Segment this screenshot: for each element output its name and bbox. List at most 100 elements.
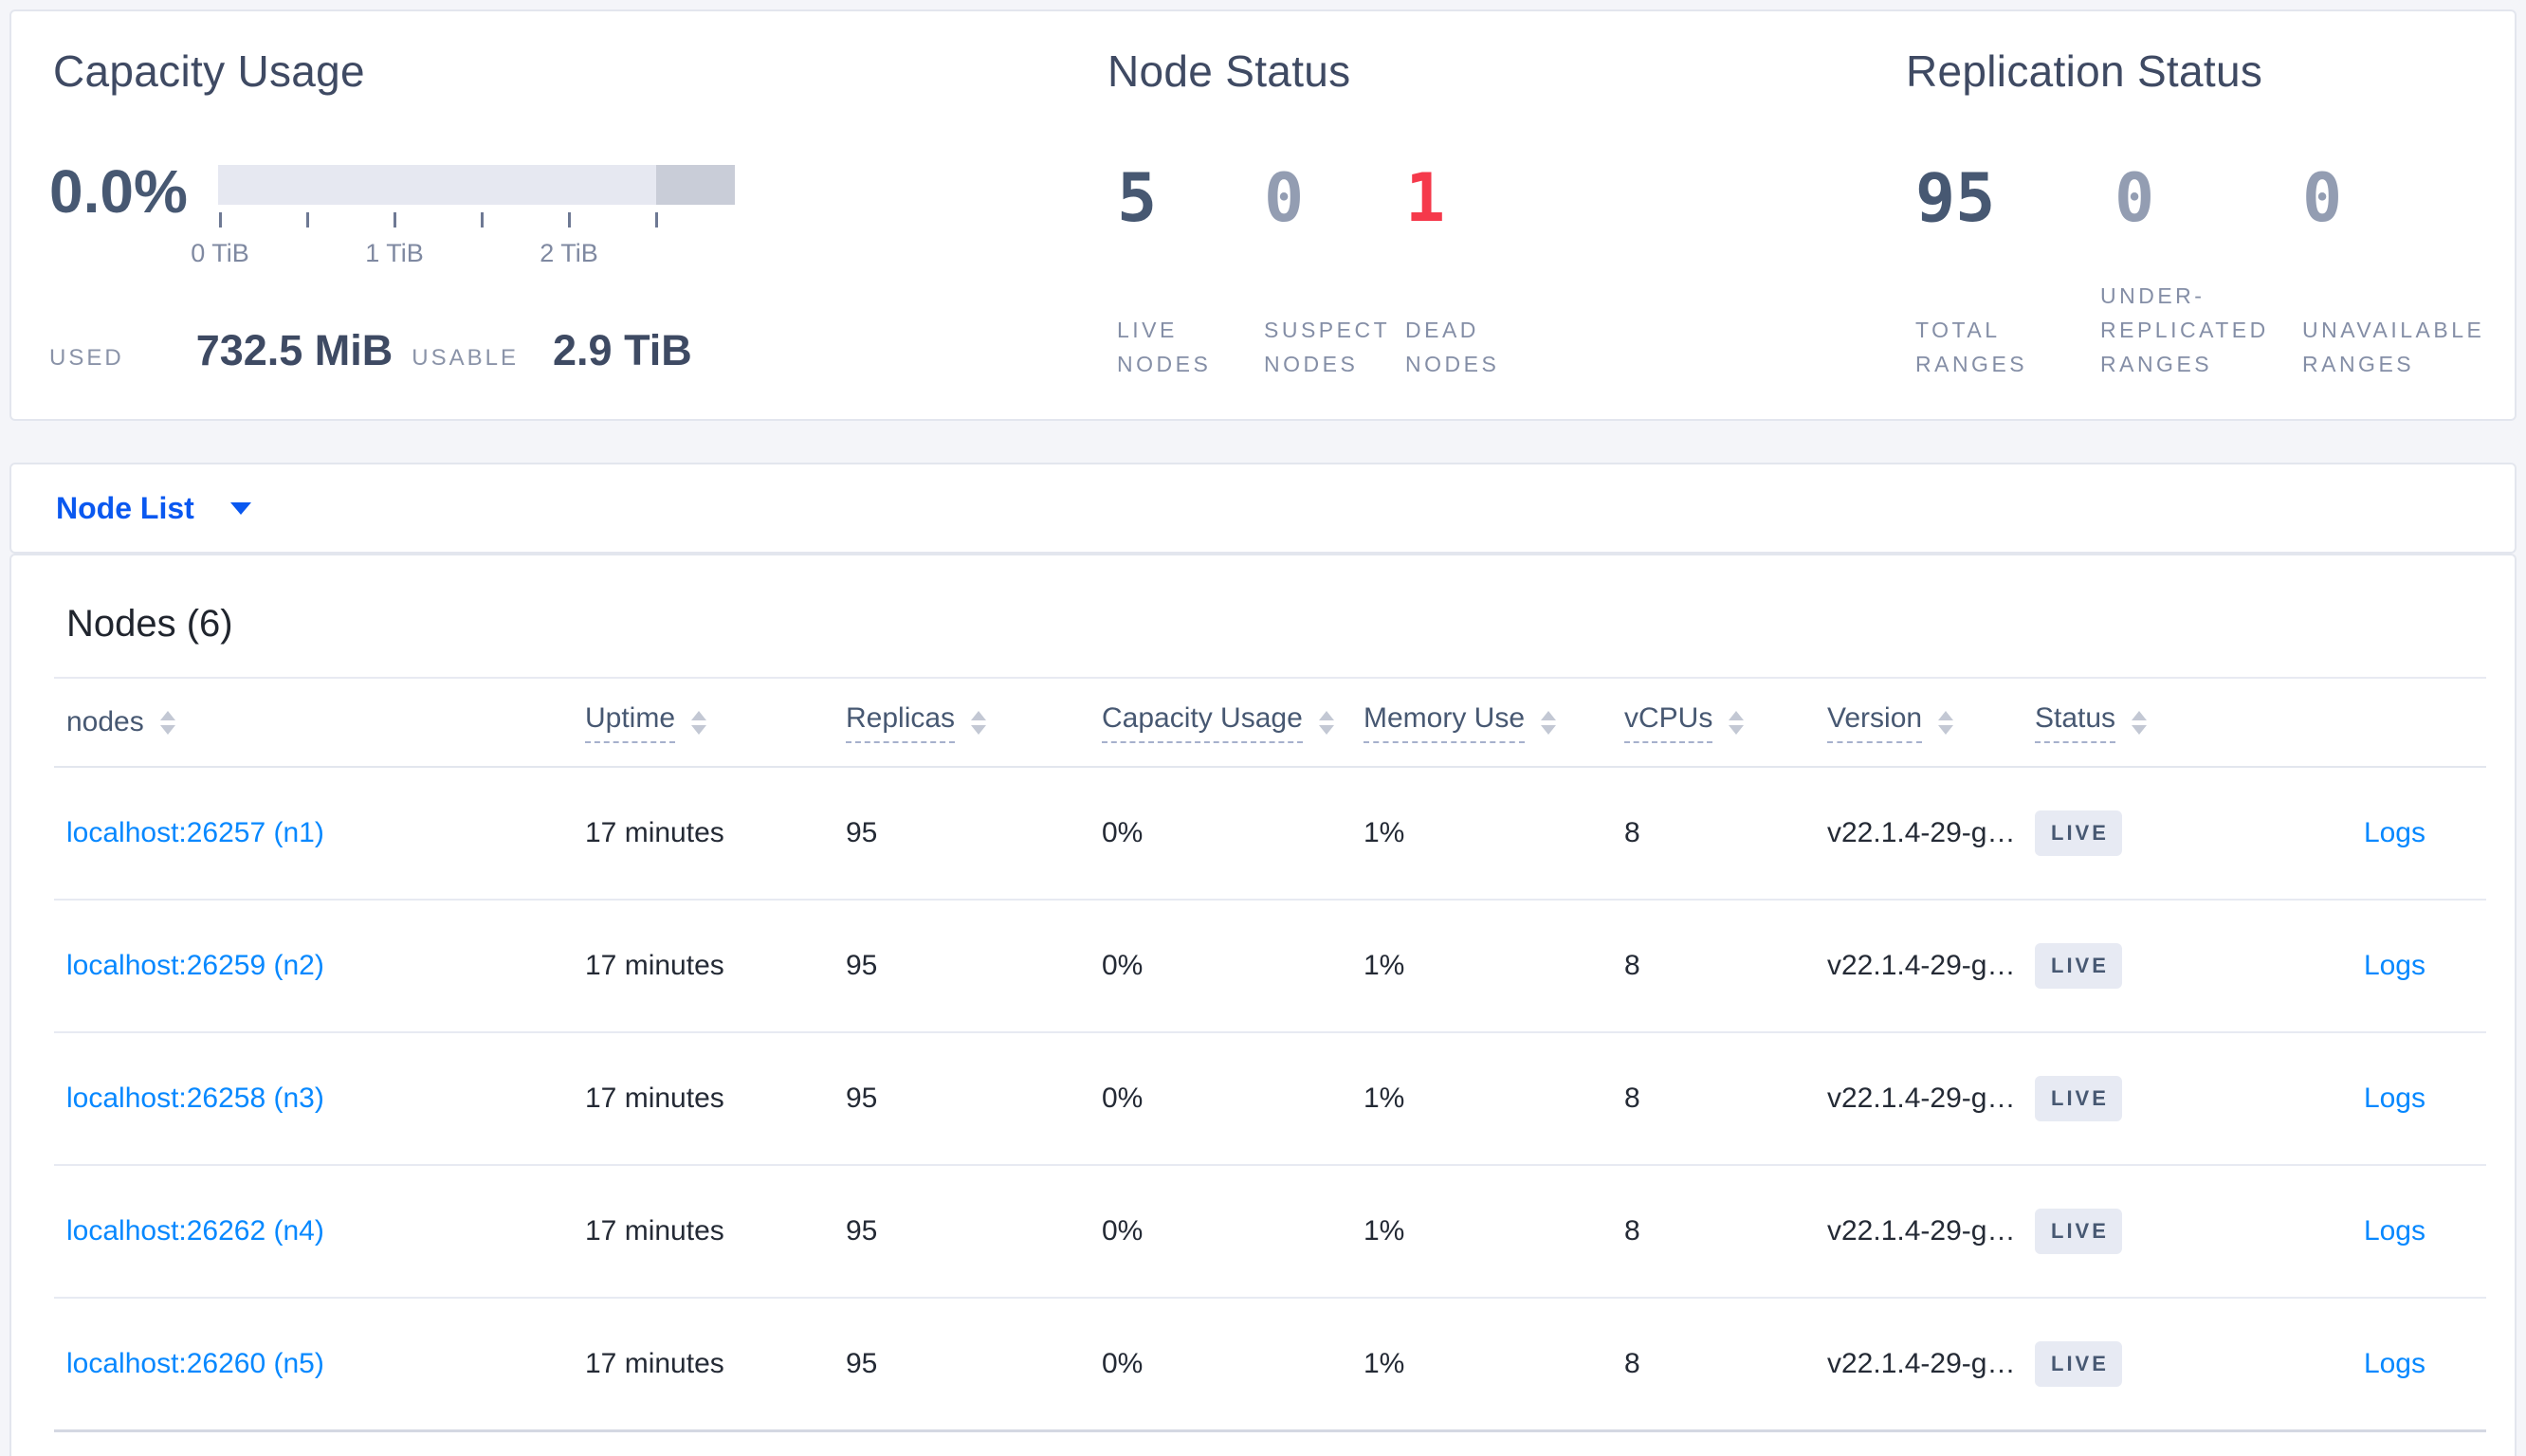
sort-icon bbox=[1318, 710, 1334, 735]
tick-label-0: 0 TiB bbox=[191, 239, 249, 267]
column-header-version[interactable]: Version bbox=[1827, 677, 2035, 768]
capacity-usage-title: Capacity Usage bbox=[53, 46, 365, 96]
node-link[interactable]: localhost:26257 (n1) bbox=[66, 817, 324, 848]
under-replicated-ranges-value: 0 bbox=[2114, 159, 2155, 237]
logs-link[interactable]: Logs bbox=[2363, 950, 2425, 981]
node-link[interactable]: localhost:26260 (n5) bbox=[66, 1348, 324, 1379]
node-list-dropdown[interactable]: Node List bbox=[56, 464, 251, 552]
cell-vcpus: 8 bbox=[1624, 1298, 1827, 1432]
capacity-bar-end-segment bbox=[656, 165, 735, 205]
table-row: localhost:26258 (n3) 17 minutes 95 0% 1%… bbox=[54, 1032, 2486, 1166]
table-row: localhost:26262 (n4) 17 minutes 95 0% 1%… bbox=[54, 1165, 2486, 1299]
column-header-memory-use[interactable]: Memory Use bbox=[1364, 677, 1624, 768]
usable-value: 2.9 TiB bbox=[553, 326, 692, 374]
cell-memory-use: 1% bbox=[1364, 900, 1624, 1033]
live-nodes-value: 5 bbox=[1117, 159, 1158, 237]
node-link[interactable]: localhost:26262 (n4) bbox=[66, 1215, 324, 1247]
cell-uptime: 17 minutes bbox=[585, 900, 846, 1033]
cell-version: v22.1.4-29-g… bbox=[1827, 1298, 2035, 1432]
node-link[interactable]: localhost:26258 (n3) bbox=[66, 1083, 324, 1114]
cluster-summary-card: Capacity Usage 0.0% 0 TiB 1 TiB 2 TiB US… bbox=[9, 9, 2517, 421]
cell-version: v22.1.4-29-g… bbox=[1827, 767, 2035, 901]
column-header-capacity-usage[interactable]: Capacity Usage bbox=[1102, 677, 1364, 768]
cell-capacity-usage: 0% bbox=[1102, 900, 1364, 1033]
logs-link[interactable]: Logs bbox=[2363, 817, 2425, 848]
node-status-title: Node Status bbox=[1107, 46, 1351, 96]
column-header-replicas[interactable]: Replicas bbox=[846, 677, 1102, 768]
column-header-vcpus[interactable]: vCPUs bbox=[1624, 677, 1827, 768]
column-header-nodes[interactable]: nodes bbox=[54, 677, 585, 768]
node-link[interactable]: localhost:26259 (n2) bbox=[66, 950, 324, 981]
tick-label-1: 1 TiB bbox=[365, 239, 424, 267]
cell-uptime: 17 minutes bbox=[585, 1032, 846, 1166]
cell-uptime: 17 minutes bbox=[585, 767, 846, 901]
capacity-usage-bar bbox=[218, 165, 735, 205]
suspect-nodes-value: 0 bbox=[1264, 159, 1305, 237]
under-replicated-ranges-label: UNDER-REPLICATED RANGES bbox=[2100, 283, 2269, 376]
column-header-status[interactable]: Status bbox=[2035, 677, 2278, 768]
cell-vcpus: 8 bbox=[1624, 1165, 1827, 1299]
sort-icon bbox=[971, 710, 987, 735]
column-label: Version bbox=[1827, 702, 1923, 743]
replication-status-title: Replication Status bbox=[1906, 46, 2263, 96]
column-label: Replicas bbox=[846, 702, 956, 743]
node-status-values: 5 0 1 bbox=[1117, 165, 1445, 231]
table-row: localhost:26257 (n1) 17 minutes 95 0% 1%… bbox=[54, 767, 2486, 901]
table-row: localhost:26259 (n2) 17 minutes 95 0% 1%… bbox=[54, 900, 2486, 1033]
column-header-uptime[interactable]: Uptime bbox=[585, 677, 846, 768]
sort-icon bbox=[691, 710, 707, 735]
total-ranges-label: TOTAL RANGES bbox=[1915, 318, 2028, 376]
capacity-percent: 0.0% bbox=[49, 157, 188, 226]
cell-memory-use: 1% bbox=[1364, 1298, 1624, 1432]
dead-nodes-label: DEAD NODES bbox=[1405, 318, 1500, 376]
nodes-section-title: Nodes (6) bbox=[66, 603, 233, 645]
column-label: Memory Use bbox=[1364, 702, 1526, 743]
dead-nodes-value: 1 bbox=[1405, 159, 1446, 237]
unavailable-ranges-value: 0 bbox=[2302, 159, 2343, 237]
sort-icon bbox=[159, 710, 175, 735]
cell-capacity-usage: 0% bbox=[1102, 1298, 1364, 1432]
cell-replicas: 95 bbox=[846, 1165, 1102, 1299]
sort-icon bbox=[1541, 710, 1557, 735]
capacity-bar-ticks bbox=[218, 212, 735, 229]
cell-memory-use: 1% bbox=[1364, 1032, 1624, 1166]
table-row: localhost:26260 (n5) 17 minutes 95 0% 1%… bbox=[54, 1298, 2486, 1432]
status-badge: LIVE bbox=[2035, 810, 2122, 856]
tick-mark bbox=[481, 212, 484, 228]
nodes-table: nodes Uptime Replicas Capacity Usage Mem… bbox=[54, 677, 2486, 1432]
sort-icon bbox=[1938, 710, 1954, 735]
suspect-nodes-label: SUSPECT NODES bbox=[1264, 318, 1390, 376]
replication-values: 95 0 0 bbox=[1915, 165, 2342, 231]
column-header-logs bbox=[2278, 677, 2486, 768]
replication-labels: TOTAL RANGES UNDER-REPLICATED RANGES UNA… bbox=[1915, 279, 2526, 381]
tick-mark bbox=[568, 212, 571, 228]
status-badge: LIVE bbox=[2035, 1076, 2122, 1121]
column-label: vCPUs bbox=[1624, 702, 1713, 743]
sort-icon bbox=[2132, 710, 2148, 735]
logs-link[interactable]: Logs bbox=[2363, 1083, 2425, 1114]
cell-memory-use: 1% bbox=[1364, 1165, 1624, 1299]
used-label: USED bbox=[49, 345, 124, 371]
column-label: Status bbox=[2035, 702, 2116, 743]
cell-replicas: 95 bbox=[846, 1298, 1102, 1432]
cell-capacity-usage: 0% bbox=[1102, 1165, 1364, 1299]
nodes-table-card: Nodes (6) nodes Uptime Replicas Capacity… bbox=[9, 554, 2517, 1456]
tick-mark bbox=[219, 212, 222, 228]
cell-uptime: 17 minutes bbox=[585, 1298, 846, 1432]
status-badge: LIVE bbox=[2035, 1341, 2122, 1387]
node-list-dropdown-label: Node List bbox=[56, 490, 194, 525]
logs-link[interactable]: Logs bbox=[2363, 1215, 2425, 1247]
cell-version: v22.1.4-29-g… bbox=[1827, 1032, 2035, 1166]
logs-link[interactable]: Logs bbox=[2363, 1348, 2425, 1379]
tick-mark bbox=[306, 212, 309, 228]
column-label: Uptime bbox=[585, 702, 676, 743]
cell-vcpus: 8 bbox=[1624, 900, 1827, 1033]
sort-icon bbox=[1729, 710, 1745, 735]
cell-replicas: 95 bbox=[846, 767, 1102, 901]
cell-vcpus: 8 bbox=[1624, 767, 1827, 901]
cell-version: v22.1.4-29-g… bbox=[1827, 1165, 2035, 1299]
status-badge: LIVE bbox=[2035, 943, 2122, 989]
cell-version: v22.1.4-29-g… bbox=[1827, 900, 2035, 1033]
column-label: Capacity Usage bbox=[1102, 702, 1303, 743]
